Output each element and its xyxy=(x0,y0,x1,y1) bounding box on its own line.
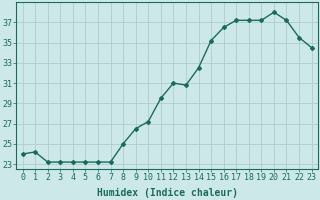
X-axis label: Humidex (Indice chaleur): Humidex (Indice chaleur) xyxy=(97,188,237,198)
